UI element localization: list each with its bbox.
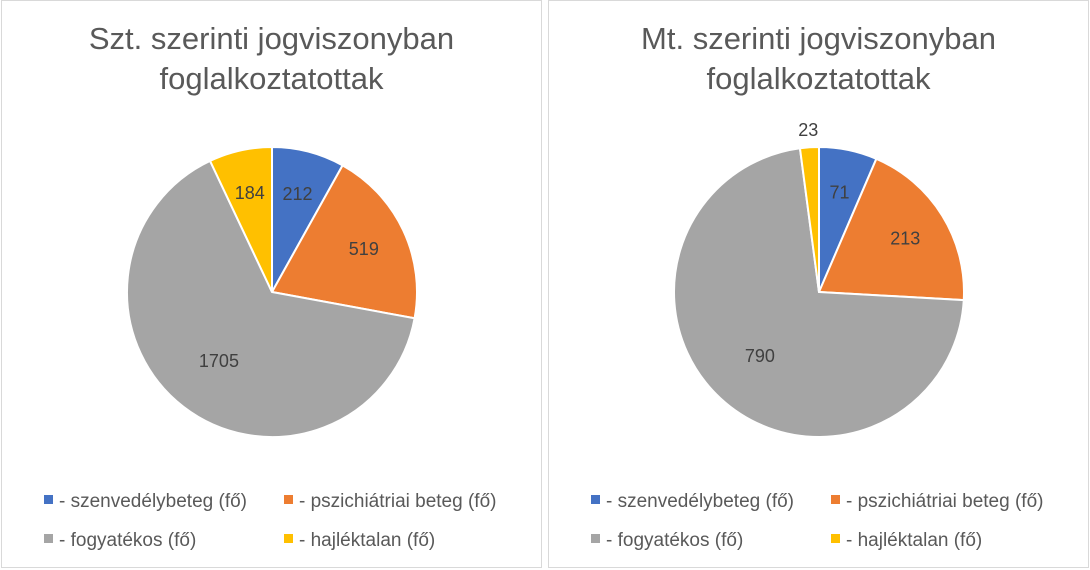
pie-slice-pszichiatriai [270, 163, 418, 320]
data-label-hajlektalan: 23 [798, 120, 818, 140]
legend-swatch [44, 534, 53, 544]
chart-title-line-1: Mt. szerinti jogviszonyban [641, 21, 996, 56]
legend-item-pszichiatriai: - pszichiátriai beteg (fő) [284, 491, 496, 513]
legend-swatch [591, 495, 600, 505]
legend-swatch [284, 534, 293, 544]
legend-item-pszichiatriai: - pszichiátriai beteg (fő) [831, 491, 1043, 513]
legend-item-hajlektalan: - hajléktalan (fő) [284, 530, 435, 552]
legend-item-szenvedelybeteg: - szenvedélybeteg (fő) [44, 491, 247, 513]
data-label-pszichiatriai: 213 [890, 229, 920, 249]
legend-item-hajlektalan: - hajléktalan (fő) [831, 530, 982, 552]
legend-label: - pszichiátriai beteg (fő) [846, 491, 1044, 512]
data-label-fogyatekos: 790 [745, 346, 775, 366]
legend-swatch [831, 534, 840, 544]
chart-title-line-1: Szt. szerinti jogviszonyban [88, 21, 455, 56]
data-label-pszichiatriai: 519 [349, 239, 379, 259]
chart-title-line-2: foglalkoztatottak [159, 61, 384, 96]
legend-label: - szenvedélybeteg (fő) [606, 491, 794, 512]
legend-label: - hajléktalan (fő) [846, 530, 983, 551]
legend-label: - hajléktalan (fő) [299, 530, 436, 551]
data-label-szenvedelybeteg: 212 [283, 184, 313, 204]
legend-item-fogyatekos: - fogyatékos (fő) [591, 530, 743, 552]
pie-chart-mt: 71 213 790 23 [673, 120, 965, 438]
legend-label: - fogyatékos (fő) [59, 530, 197, 551]
chart-title: Szt. szerinti jogviszonyban foglalkoztat… [2, 19, 541, 99]
legend-swatch [284, 495, 293, 505]
legend-swatch [831, 495, 840, 505]
pie-chart-szt: 212 519 1705 184 [126, 145, 418, 438]
pie-slice-hajlektalan [208, 145, 273, 293]
data-label-fogyatekos: 1705 [199, 351, 239, 371]
chart-title-line-2: foglalkoztatottak [706, 61, 931, 96]
legend-label: - szenvedélybeteg (fő) [59, 491, 247, 512]
data-label-hajlektalan: 184 [235, 183, 265, 203]
pie-slice-hajlektalan [798, 145, 820, 293]
legend-swatch [44, 495, 53, 505]
legend-item-szenvedelybeteg: - szenvedélybeteg (fő) [591, 491, 794, 513]
legend-item-fogyatekos: - fogyatékos (fő) [44, 530, 196, 552]
chart-panel-szt: Szt. szerinti jogviszonyban foglalkoztat… [1, 0, 542, 568]
pie-slice-fogyatekos [126, 159, 416, 438]
legend-label: - fogyatékos (fő) [606, 530, 744, 551]
pie-slice-pszichiatriai [817, 157, 965, 302]
legend-label: - pszichiátriai beteg (fő) [299, 491, 497, 512]
legend-swatch [591, 534, 600, 544]
chart-title: Mt. szerinti jogviszonyban foglalkoztato… [549, 19, 1088, 99]
data-label-szenvedelybeteg: 71 [829, 183, 849, 203]
chart-panel-mt: Mt. szerinti jogviszonyban foglalkoztato… [548, 0, 1089, 568]
pie-slice-fogyatekos [673, 147, 965, 438]
